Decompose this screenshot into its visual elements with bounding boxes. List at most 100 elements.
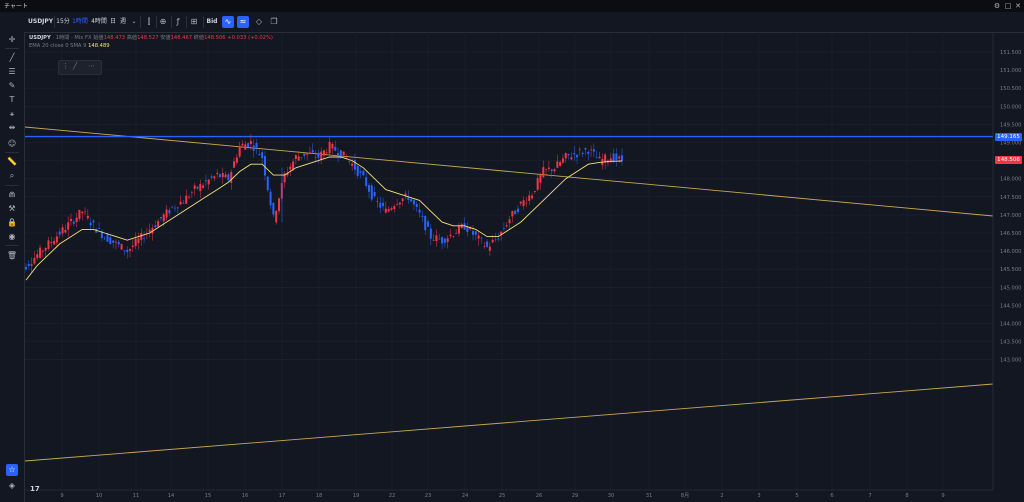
candle-body	[244, 144, 247, 150]
high-value: 148.527	[137, 35, 159, 41]
trash-icon[interactable]: 🗑	[6, 251, 18, 260]
bid-button[interactable]: Bid	[206, 18, 218, 25]
price-tick-label: 143.500	[1000, 340, 1021, 346]
interval-4h-button[interactable]: 4時間	[91, 18, 107, 25]
candle-body	[300, 157, 303, 158]
candle-body	[497, 238, 500, 240]
upper-trendline[interactable]	[24, 126, 994, 217]
candle-body	[297, 156, 300, 161]
legend-symbol[interactable]: USDJPY	[29, 35, 51, 41]
candle-body	[39, 247, 42, 258]
maximize-icon[interactable]: □	[1004, 2, 1012, 10]
layout-icon[interactable]: ❐	[270, 17, 278, 26]
drag-handle-icon[interactable]: ⋮	[62, 62, 69, 70]
candle-body	[376, 201, 379, 202]
indicator-legend[interactable]: EMA 20 close 0 SMA 9 148.489	[29, 43, 110, 49]
measure-range-icon[interactable]: ⇹	[8, 123, 16, 132]
open-value: 148.473	[103, 35, 126, 41]
candle-body	[612, 153, 615, 162]
candle-body	[567, 153, 570, 156]
fib-icon[interactable]: ☰	[8, 67, 16, 76]
templates-icon[interactable]: ⊞	[190, 17, 198, 26]
candle-body	[174, 207, 176, 209]
layers-icon[interactable]: ◈	[8, 481, 16, 490]
zoom-icon[interactable]: ⌕	[9, 171, 15, 180]
interval-day-button[interactable]: 日	[109, 18, 116, 25]
candle-style-icon[interactable]: ⫿	[147, 17, 151, 26]
wave-tool-icon[interactable]: ≈	[237, 16, 249, 28]
divider	[203, 16, 204, 28]
symbol-button[interactable]: USDJPY	[28, 18, 54, 25]
ruler-icon[interactable]: 📏	[7, 157, 17, 166]
candle-body	[230, 171, 233, 183]
time-tick-label: 31	[646, 493, 653, 499]
more-icon[interactable]: ⋯	[88, 62, 95, 70]
brush-icon[interactable]: ✎	[8, 81, 16, 90]
candle-body	[348, 161, 351, 162]
interval-week-button[interactable]: 週	[119, 18, 126, 25]
candle-body	[559, 162, 562, 166]
close-icon[interactable]: ✕	[1015, 2, 1021, 10]
candle-body	[387, 209, 390, 212]
lock-icon[interactable]: 🔒	[7, 218, 17, 227]
candle-body	[553, 169, 556, 172]
price-tick-label: 148.000	[1000, 177, 1021, 183]
legend-interval: 1時間	[55, 35, 70, 41]
candle-body	[373, 192, 376, 197]
candle-body	[598, 156, 601, 159]
price-tick-label: 150.000	[1000, 104, 1021, 110]
divider	[5, 245, 19, 246]
interval-1h-button[interactable]: 1時間	[72, 18, 88, 25]
trend-line-icon[interactable]: ╱	[73, 62, 78, 70]
favorites-star-icon[interactable]: ☆	[6, 464, 18, 476]
indicators-icon[interactable]: ƒ	[176, 17, 180, 26]
candle-body	[477, 235, 480, 239]
candle-body	[359, 171, 362, 173]
time-tick-label: 3	[757, 493, 760, 499]
draw-mode-icon[interactable]: ⚒	[8, 204, 16, 213]
candle-body	[404, 193, 407, 196]
candle-body	[581, 152, 584, 154]
candle-body	[604, 154, 607, 163]
line-tool-icon[interactable]: ∿	[222, 16, 234, 28]
alert-icon[interactable]: ◇	[255, 17, 263, 26]
candle-body	[235, 157, 238, 163]
candle-body	[337, 153, 340, 156]
candle-body	[258, 154, 261, 156]
candle-body	[213, 176, 216, 179]
candle-body	[618, 156, 621, 159]
time-tick-label: 16	[242, 493, 249, 499]
text-icon[interactable]: T	[9, 95, 15, 104]
pattern-icon[interactable]: ⚹	[9, 109, 15, 118]
candle-body	[367, 185, 370, 192]
settings-icon[interactable]: ⚙	[993, 2, 1001, 10]
chevron-down-icon[interactable]: ⌄	[131, 18, 137, 25]
candle-body	[123, 250, 126, 252]
candle-body	[47, 240, 50, 249]
candle-body	[370, 185, 373, 200]
divider	[186, 16, 187, 28]
candle-body	[151, 227, 154, 234]
candle-body	[379, 202, 382, 208]
candle-body	[511, 210, 514, 217]
divider	[5, 152, 19, 153]
candle-body	[98, 228, 101, 229]
candle-body	[36, 254, 39, 259]
crosshair-icon[interactable]: ✛	[8, 35, 16, 44]
candle-body	[595, 157, 598, 159]
candle-body	[536, 178, 539, 190]
lower-trendline[interactable]	[24, 383, 994, 462]
interval-15m-button[interactable]: 15分	[56, 18, 70, 25]
candle-body	[64, 229, 67, 233]
eye-icon[interactable]: ◉	[8, 232, 16, 241]
candle-body	[396, 203, 399, 205]
candle-body	[438, 238, 441, 240]
emoji-icon[interactable]: ☺	[7, 139, 17, 148]
add-compare-icon[interactable]: ⊕	[159, 17, 167, 26]
time-tick-label: 30	[608, 493, 615, 499]
candle-body	[592, 149, 595, 152]
candle-body	[474, 231, 477, 235]
trend-line-icon[interactable]: ╱	[9, 53, 15, 62]
magnet-icon[interactable]: ⋒	[8, 190, 16, 199]
